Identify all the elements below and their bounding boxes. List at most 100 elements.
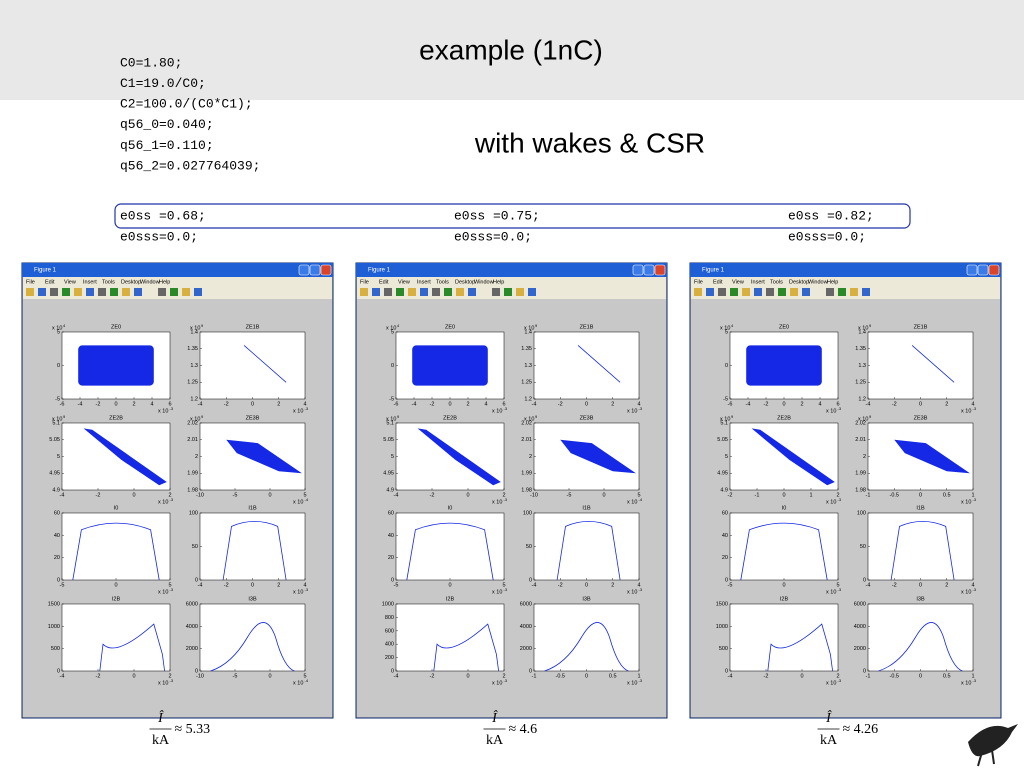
x-tick-label: 0 xyxy=(251,582,254,588)
x-tick-label: -10 xyxy=(196,673,204,679)
code-line: q56_1=0.110; xyxy=(120,138,214,153)
x-exponent: -3 xyxy=(170,406,174,411)
y-tick-label: 2000 xyxy=(186,646,198,652)
toolbar-icon xyxy=(444,288,452,296)
axes-box xyxy=(867,331,974,400)
x-tick-label: 2 xyxy=(836,492,839,498)
x-exponent: -3 xyxy=(504,497,508,502)
formula-denominator: kA xyxy=(486,733,504,748)
x-tick-label: -2 xyxy=(224,401,229,407)
toolbar-icon xyxy=(420,288,428,296)
x-tick-label: -10 xyxy=(530,492,538,498)
y-tick-label: 1.98 xyxy=(521,487,532,493)
plot-curve xyxy=(99,623,165,672)
menu-item: Tools xyxy=(770,279,783,285)
menu-item: Window xyxy=(808,279,828,285)
y-tick-label: 1.99 xyxy=(521,471,532,477)
x-tick-label: -5 xyxy=(60,582,65,588)
plot-title: I0 xyxy=(448,505,453,511)
y-tick-label: 5 xyxy=(57,454,60,460)
formula-numerator: Î xyxy=(157,709,164,726)
toolbar-icon xyxy=(408,288,416,296)
y-tick-label: 100 xyxy=(189,510,198,516)
x-tick-label: 5 xyxy=(303,492,306,498)
code-line: C1=19.0/C0; xyxy=(120,76,206,91)
menu-item: Window xyxy=(140,279,160,285)
toolbar-icon xyxy=(516,288,524,296)
y-tick-label: 2 xyxy=(529,454,532,460)
y-tick-label: 1.98 xyxy=(187,487,198,493)
y-tick-label: 600 xyxy=(385,628,394,634)
x-tick-label: -4 xyxy=(866,401,871,407)
y-tick-label: 6000 xyxy=(186,601,198,607)
y-tick-label: 500 xyxy=(719,646,728,652)
x-tick-label: -4 xyxy=(198,582,203,588)
y-tick-label: 1.3 xyxy=(524,363,532,369)
x-tick-label: -4 xyxy=(60,673,65,679)
x-tick-label: 4 xyxy=(303,582,306,588)
setting-line: e0sss=0.0; xyxy=(788,229,866,244)
x-tick-label: 0.5 xyxy=(609,673,617,679)
y-tick-label: -5 xyxy=(55,396,60,402)
formula-denominator: kA xyxy=(152,733,170,748)
x-tick-label: -1 xyxy=(755,492,760,498)
plot-curve xyxy=(243,345,287,383)
axes-box xyxy=(867,512,974,581)
formula-numerator: Î xyxy=(825,709,832,726)
x-tick-label: -2 xyxy=(892,401,897,407)
axes-box xyxy=(729,512,839,581)
x-tick-label: 0 xyxy=(602,492,605,498)
y-tick-label: 1.4 xyxy=(190,329,198,335)
y-multiplier: x 10 xyxy=(386,325,396,331)
axes-box xyxy=(867,603,974,672)
y-tick-label: 4000 xyxy=(186,624,198,630)
highlight-box xyxy=(114,203,911,229)
toolbar-icon xyxy=(802,288,810,296)
y-tick-label: 4.9 xyxy=(386,487,394,493)
x-tick-label: 4 xyxy=(303,401,306,407)
scatter-cloud xyxy=(412,345,488,386)
x-exponent: -3 xyxy=(170,587,174,592)
x-multiplier: x 10 xyxy=(961,589,971,595)
y-tick-label: 4000 xyxy=(854,624,866,630)
y-tick-label: 2.02 xyxy=(187,420,198,426)
x-multiplier: x 10 xyxy=(826,589,836,595)
toolbar-icon xyxy=(468,288,476,296)
y-tick-label: 0 xyxy=(195,577,198,583)
axes-box xyxy=(533,603,640,672)
x-exponent: -3 xyxy=(838,406,842,411)
window-button xyxy=(632,264,644,276)
y-exponent: 4 xyxy=(397,323,400,328)
y-tick-label: 50 xyxy=(192,544,198,550)
toolbar-icon xyxy=(838,288,846,296)
toolbar-icon xyxy=(766,288,774,296)
scatter-band xyxy=(751,428,835,486)
y-tick-label: 2 xyxy=(863,454,866,460)
x-multiplier: x 10 xyxy=(293,680,303,686)
x-tick-label: -2 xyxy=(96,492,101,498)
axes-box xyxy=(199,512,306,581)
menu-item: Help xyxy=(159,279,170,285)
code-line: q56_2=0.027764039; xyxy=(120,158,260,173)
title-bar xyxy=(22,263,333,277)
x-tick-label: -4 xyxy=(394,492,399,498)
axes-box xyxy=(533,512,640,581)
y-tick-label: 0 xyxy=(529,577,532,583)
y-tick-label: 40 xyxy=(722,533,728,539)
x-tick-label: 0 xyxy=(800,673,803,679)
y-tick-label: 5.1 xyxy=(386,420,394,426)
x-exponent: -3 xyxy=(838,497,842,502)
plot-curve xyxy=(406,522,494,581)
y-exponent: 9 xyxy=(201,414,204,419)
x-multiplier: x 10 xyxy=(293,408,303,414)
y-tick-label: 1.98 xyxy=(855,487,866,493)
y-tick-label: 1500 xyxy=(716,601,728,607)
plot-title: I1B xyxy=(582,505,591,511)
x-tick-label: 0 xyxy=(448,582,451,588)
y-tick-label: 5.1 xyxy=(52,420,60,426)
x-tick-label: 6 xyxy=(836,401,839,407)
y-multiplier: x 10 xyxy=(190,416,200,422)
y-tick-label: 1.35 xyxy=(187,346,198,352)
y-tick-label: 1.35 xyxy=(855,346,866,352)
x-tick-label: 0 xyxy=(448,401,451,407)
